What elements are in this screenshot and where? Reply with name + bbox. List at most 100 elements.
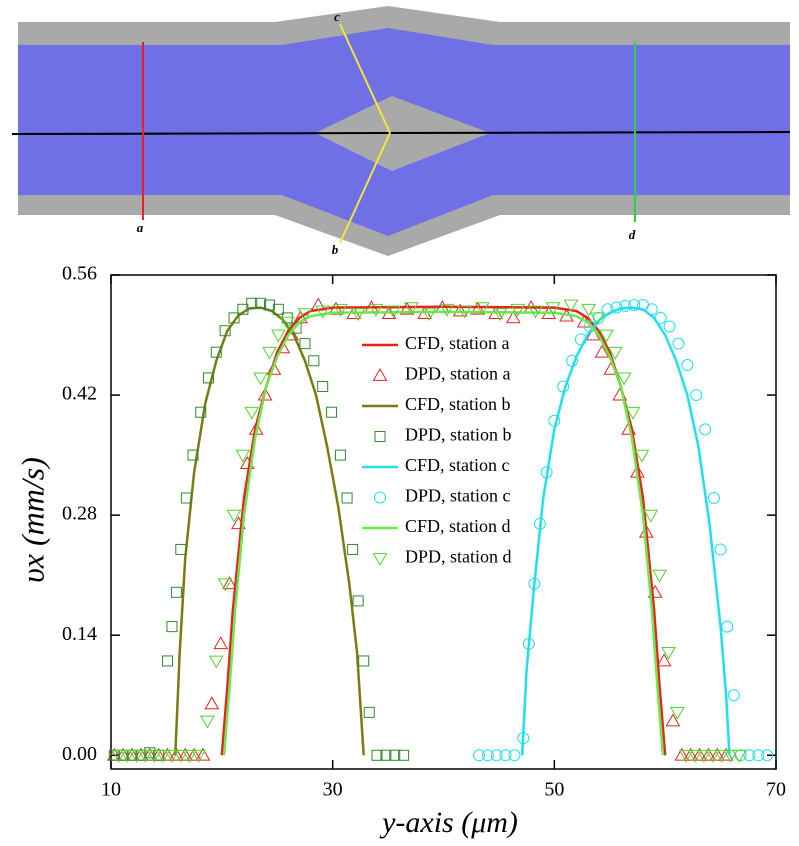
data-point	[723, 749, 738, 763]
data-point	[177, 747, 193, 761]
data-point	[590, 312, 605, 326]
data-point	[692, 747, 707, 761]
data-point	[665, 713, 681, 727]
data-point	[246, 297, 258, 309]
data-point	[162, 655, 174, 667]
data-point	[333, 303, 348, 317]
data-point	[166, 621, 178, 633]
y-tick-label: 0.28	[62, 503, 97, 525]
data-point	[142, 747, 158, 761]
data-point	[452, 303, 468, 317]
data-point	[237, 303, 249, 315]
legend-label: DPD, station a	[405, 364, 511, 384]
data-point	[707, 491, 720, 504]
data-point	[347, 543, 359, 555]
data-point	[647, 584, 663, 598]
data-point	[164, 749, 180, 763]
data-point	[581, 303, 597, 317]
data-point	[317, 380, 329, 392]
data-point	[253, 372, 268, 386]
data-point	[326, 406, 338, 418]
data-point	[752, 749, 765, 762]
data-point	[195, 747, 211, 761]
station-label: a	[137, 220, 144, 235]
data-point	[457, 305, 472, 319]
legend-label: CFD, station c	[405, 455, 510, 475]
data-point	[389, 749, 401, 761]
x-tick-label: 70	[766, 779, 786, 801]
legend-label: DPD, station b	[405, 425, 512, 445]
data-point	[566, 354, 579, 367]
data-point	[386, 305, 401, 319]
data-point	[182, 749, 198, 763]
data-point	[371, 749, 383, 761]
data-point	[574, 333, 587, 346]
y-tick-label: 0.00	[62, 743, 97, 765]
data-point	[616, 372, 632, 386]
data-point	[217, 578, 233, 592]
data-point	[403, 302, 419, 316]
data-point	[266, 361, 282, 375]
legend-label: DPD, station d	[405, 547, 512, 567]
data-point	[270, 329, 286, 343]
data-point	[681, 359, 694, 372]
data-point	[492, 308, 508, 322]
data-point	[643, 509, 659, 523]
data-point	[235, 449, 251, 463]
station-label: c	[334, 9, 340, 24]
x-axis-label: y-axis (μm)	[379, 806, 518, 839]
data-point	[563, 299, 579, 313]
data-point	[160, 747, 175, 761]
data-point	[146, 749, 162, 763]
y-tick-label: 0.14	[62, 623, 97, 645]
series-line	[520, 306, 731, 756]
data-point	[540, 466, 553, 479]
legend-swatch	[374, 431, 386, 442]
legend-label: CFD, station a	[405, 333, 510, 353]
data-point	[358, 655, 370, 667]
data-point	[341, 492, 353, 504]
data-point	[669, 707, 685, 720]
data-point	[421, 308, 437, 322]
data-point	[599, 329, 614, 343]
data-point	[368, 303, 384, 317]
data-point	[204, 696, 220, 710]
legend-swatch	[372, 553, 388, 567]
data-point	[594, 344, 610, 358]
legend-label: CFD, station d	[405, 516, 511, 536]
data-point	[654, 311, 667, 324]
data-point	[721, 620, 734, 633]
data-point	[743, 749, 756, 762]
data-point	[129, 749, 144, 763]
series-line	[220, 305, 667, 756]
data-point	[222, 576, 237, 590]
data-point	[263, 299, 275, 311]
data-point	[281, 312, 293, 324]
data-point	[272, 303, 284, 315]
data-point	[470, 301, 486, 315]
series-line	[222, 310, 665, 756]
data-point	[279, 316, 295, 330]
data-point	[297, 308, 313, 322]
data-point	[656, 653, 672, 667]
data-point	[111, 749, 127, 763]
data-point	[583, 320, 596, 333]
data-point	[761, 749, 774, 762]
centerline	[11, 131, 791, 135]
data-point	[203, 372, 215, 384]
data-point	[625, 406, 641, 420]
data-point	[545, 302, 561, 316]
data-point	[180, 492, 192, 504]
data-point	[634, 449, 650, 463]
data-point	[610, 301, 623, 314]
data-point	[439, 303, 455, 317]
data-point	[472, 749, 485, 762]
legend-swatch	[374, 491, 386, 504]
data-point	[170, 586, 182, 598]
data-point	[231, 516, 246, 530]
data-point	[601, 303, 614, 316]
data-point	[663, 320, 676, 333]
data-point	[533, 517, 546, 530]
